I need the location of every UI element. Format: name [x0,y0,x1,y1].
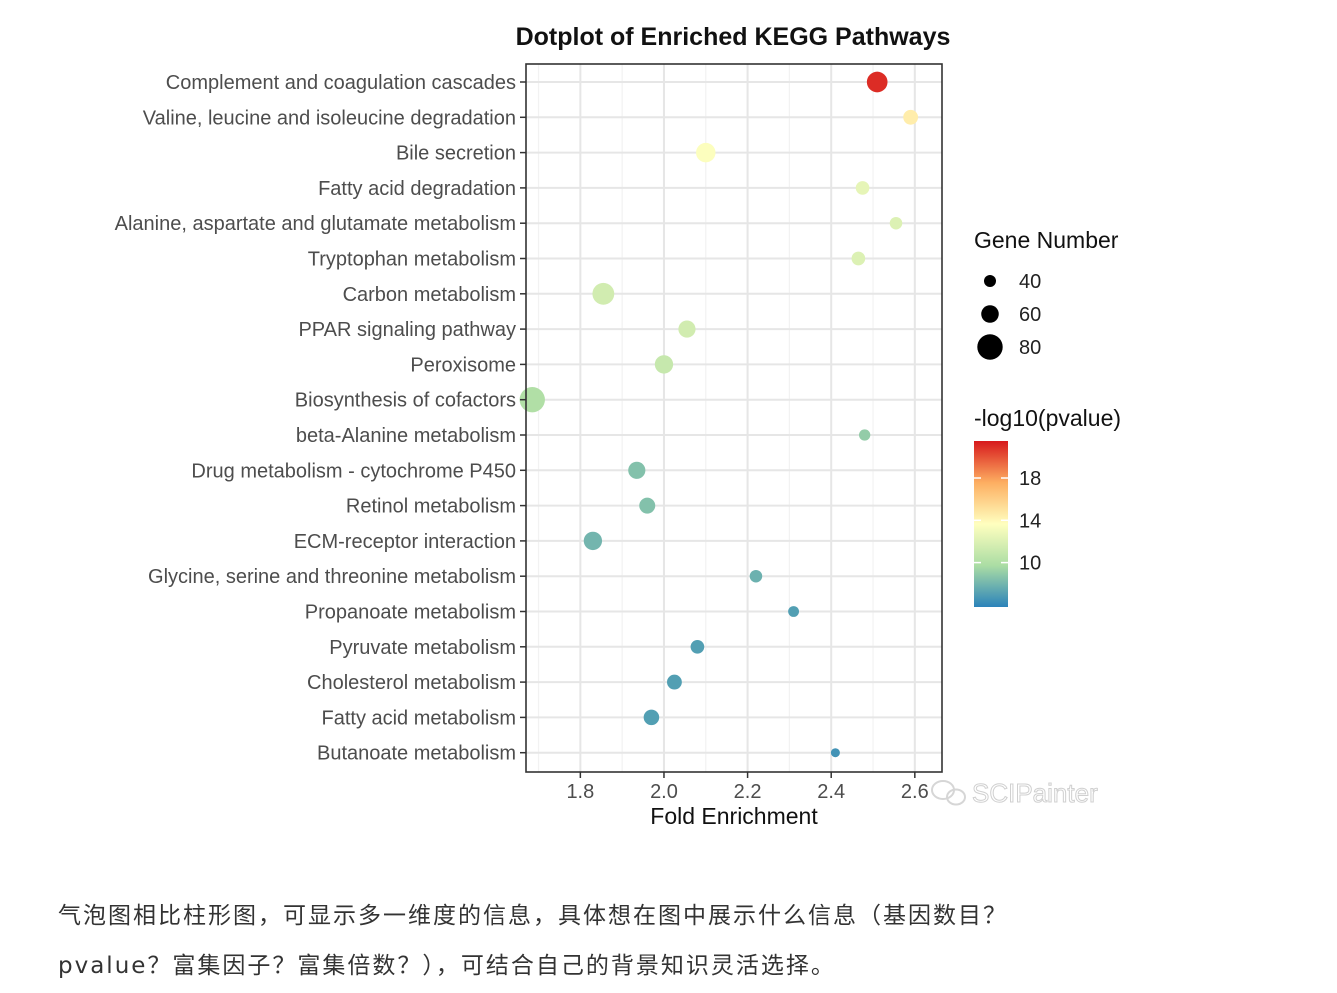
plot-panel [526,64,942,772]
data-point [690,639,705,654]
size-legend: Gene Number 40 60 80 [974,227,1119,360]
dotplot-figure: Dotplot of Enriched KEGG Pathways Comple… [115,23,1121,829]
y-tick-label: beta-Alanine metabolism [296,425,516,447]
y-tick-label: Tryptophan metabolism [308,249,516,271]
y-tick-label: Biosynthesis of cofactors [295,390,516,412]
x-tick-label: 2.2 [734,781,762,803]
plot-panel-border [525,63,943,773]
x-tick-label: 2.4 [817,781,845,803]
caption-line-1: 气泡图相比柱形图，可显示多一维度的信息，具体想在图中展示什么信息（基因数目？ [58,903,1008,929]
wechat-icon [931,780,966,806]
y-tick-label: Butanoate metabolism [317,743,516,765]
size-legend-dot [981,305,999,323]
data-point [858,429,871,441]
y-tick-label: Peroxisome [410,354,516,376]
y-tick-label: Complement and coagulation cascades [166,72,516,94]
color-bar-label: 18 [1019,468,1041,490]
y-tick-label: Fatty acid degradation [318,178,516,200]
size-legend-dot [977,334,1003,360]
x-tick-label: 2.6 [901,781,929,803]
data-point [696,142,716,163]
color-bar-label: 10 [1019,553,1041,575]
y-tick-label: ECM-receptor interaction [294,531,516,553]
y-tick-label: Alanine, aspartate and glutamate metabol… [115,213,516,235]
size-legend-label: 80 [1019,337,1041,359]
data-point [592,282,615,305]
y-tick-label: Carbon metabolism [343,284,516,306]
data-point [643,709,660,726]
data-point [851,251,866,266]
data-point [855,181,870,195]
size-legend-dot [984,275,996,287]
y-tick-label: Glycine, serine and threonine metabolism [148,566,516,588]
size-legend-label: 60 [1019,304,1041,326]
y-tick-label: Pyruvate metabolism [329,637,516,659]
watermark-text: SCIPainter [972,778,1098,808]
data-point [830,748,840,758]
size-legend-title: Gene Number [974,227,1119,253]
data-point [628,461,646,479]
data-point [749,569,763,583]
data-point [788,606,800,617]
y-tick-label: Bile secretion [396,143,516,165]
x-tick-label: 1.8 [566,781,594,803]
data-point [583,531,603,551]
chart-title: Dotplot of Enriched KEGG Pathways [516,23,951,51]
color-legend: -log10(pvalue) 18 14 10 [974,405,1121,607]
y-tick-label: PPAR signaling pathway [298,319,516,341]
y-tick-label: Cholesterol metabolism [307,672,516,694]
data-point [903,109,919,125]
y-axis-labels: Complement and coagulation cascades Valin… [115,72,526,765]
watermark: SCIPainter [931,778,1099,809]
data-points [519,71,919,758]
x-axis-title: Fold Enrichment [650,803,818,829]
grid-lines [526,64,942,772]
data-point [667,674,682,690]
color-bar [974,441,1008,607]
y-tick-label: Valine, leucine and isoleucine degradati… [143,107,516,129]
caption-line-2: pvalue？富集因子？富集倍数？），可结合自己的背景知识灵活选择。 [58,953,836,979]
data-point [678,320,696,338]
data-point [654,355,674,374]
data-point [866,71,888,93]
y-tick-label: Propanoate metabolism [305,602,516,624]
data-point [639,497,656,514]
color-legend-title: -log10(pvalue) [974,405,1121,431]
color-bar-label: 14 [1019,510,1041,532]
size-legend-label: 40 [1019,271,1041,293]
y-tick-label: Retinol metabolism [346,496,516,518]
data-point [889,216,903,230]
x-axis-ticks: 1.8 2.0 2.2 2.4 2.6 [566,772,929,803]
y-tick-label: Drug metabolism - cytochrome P450 [191,460,516,482]
y-tick-label: Fatty acid metabolism [321,707,516,729]
x-tick-label: 2.0 [650,781,678,803]
